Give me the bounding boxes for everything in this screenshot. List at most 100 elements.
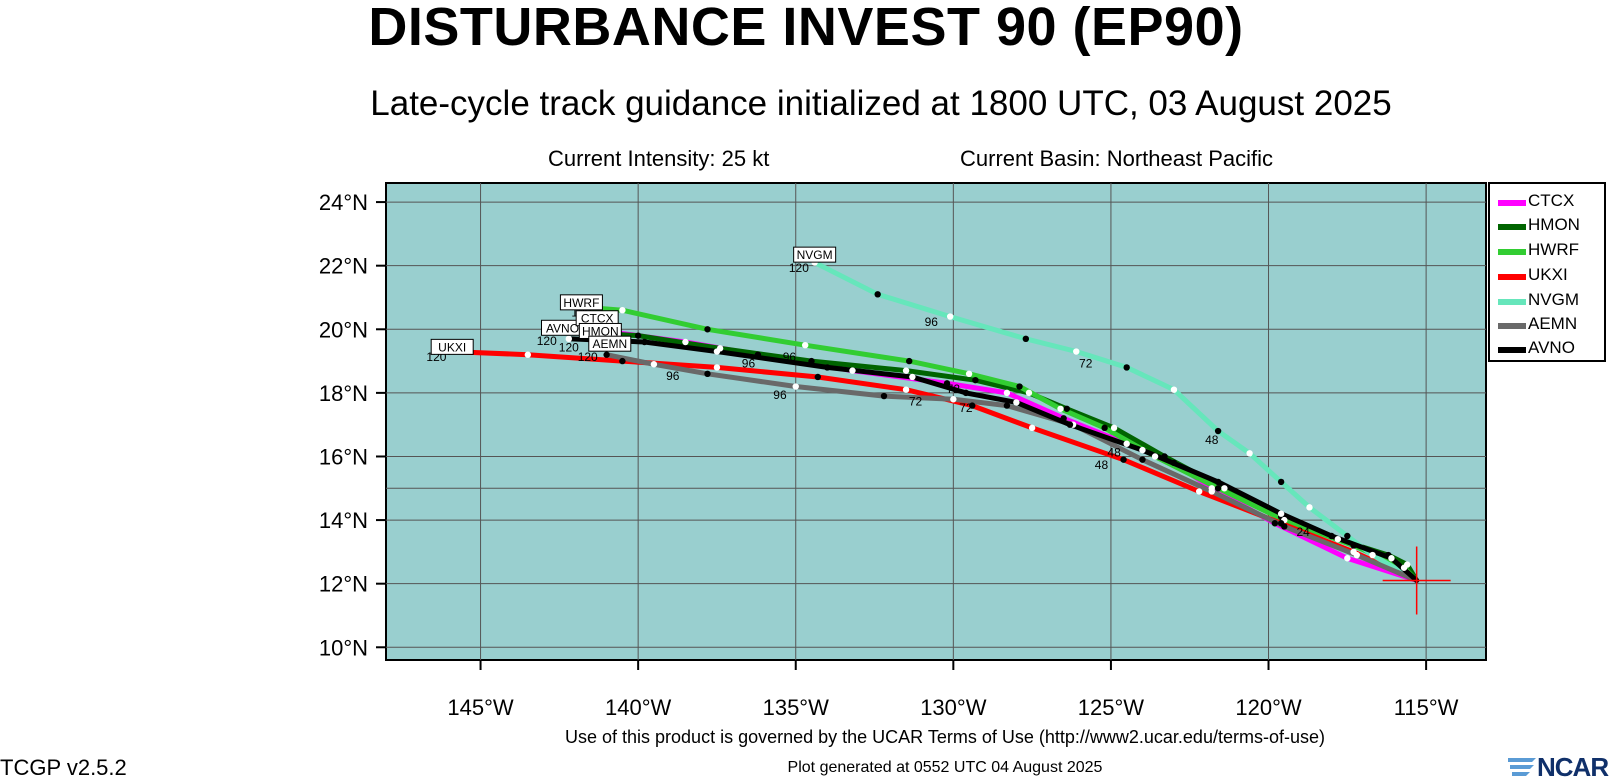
track-point-avno — [1277, 510, 1285, 517]
track-point-hwrf — [906, 357, 913, 365]
forecast-hour-label: 96 — [783, 350, 797, 364]
forecast-hour-label: 48 — [1107, 445, 1121, 459]
track-point-aemn — [650, 361, 658, 368]
track-point-nvgm — [1073, 348, 1080, 355]
generated-timestamp: Plot generated at 0552 UTC 04 August 202… — [787, 759, 1103, 776]
track-point-avno — [962, 389, 970, 397]
model-tag-box — [559, 294, 603, 311]
legend-item-avno: AVNO — [1498, 337, 1608, 359]
track-point-nvgm — [1369, 551, 1376, 559]
current-basin: Current Basin: Northeast Pacific — [960, 146, 1274, 171]
track-point-hwrf — [965, 370, 973, 377]
map-grid — [386, 183, 1486, 660]
model-tag-hmon: HMON — [578, 322, 622, 339]
track-avno — [566, 336, 1420, 583]
track-point-hmon — [902, 367, 910, 374]
axis-ticks: 24°N 22°N 20°N 18°N 16°N 14°N 12°N 10°N 145°W 140… — [319, 190, 1459, 720]
track-point-ctcx — [943, 380, 951, 387]
lat-tick-label: 10°N — [319, 635, 368, 660]
track-point-aemn — [1003, 402, 1011, 409]
ncar-logo — [1508, 758, 1536, 776]
model-tag-label: HWRF — [563, 296, 599, 310]
legend-label: HWRF — [1528, 240, 1579, 259]
lat-tick-label: 22°N — [319, 254, 368, 279]
track-point-ukxi — [524, 351, 532, 358]
track-point-avno — [1139, 446, 1146, 454]
forecast-hour-label: 72 — [959, 401, 973, 415]
track-point-avno — [909, 373, 916, 381]
forecast-hour-label: 72 — [909, 395, 923, 409]
legend-label: CTCX — [1528, 191, 1575, 210]
model-tag-ctcx: CTCX — [575, 310, 619, 327]
legend-label: UKXI — [1528, 265, 1568, 284]
version-label: TCGP v2.5.2 — [0, 755, 127, 780]
track-point-nvgm — [1277, 478, 1285, 486]
lat-tick-label: 18°N — [319, 381, 368, 406]
legend-item-aemn: AEMN — [1498, 313, 1608, 335]
model-tag-box — [588, 335, 632, 352]
terms-of-use-note: Use of this product is governed by the U… — [565, 727, 1325, 747]
track-point-nvgm — [874, 291, 881, 298]
page-title: DISTURBANCE INVEST 90 (EP90) — [368, 0, 1244, 57]
forecast-hour-label: 120 — [789, 261, 809, 275]
track-point-nvgm — [1306, 504, 1313, 511]
track-point-nvgm — [1214, 427, 1222, 435]
track-point-ukxi — [1120, 456, 1127, 463]
lat-tick-label: 14°N — [319, 508, 368, 533]
legend-swatch — [1498, 249, 1526, 255]
lat-tick-label: 20°N — [319, 317, 368, 342]
legend-swatch — [1498, 299, 1526, 305]
track-point-avno — [641, 338, 648, 346]
track-point-avno — [565, 335, 573, 343]
model-tag-hwrf: HWRF — [559, 294, 603, 311]
page-subtitle: Late-cycle track guidance initialized at… — [370, 84, 1392, 123]
track-point-hmon — [1025, 389, 1033, 397]
track-point-aemn — [1208, 488, 1215, 495]
track-point-ctcx — [1003, 389, 1011, 397]
track-point-aemn — [603, 351, 610, 358]
model-tag-aemn: AEMN — [588, 335, 632, 352]
track-point-ctcx — [1271, 520, 1279, 527]
track-point-ukxi — [619, 357, 626, 365]
forecast-hour-label: 120 — [537, 334, 557, 348]
lon-tick-label: 125°W — [1078, 695, 1145, 720]
track-point-nvgm — [1246, 450, 1253, 457]
track-point-ctcx — [1123, 440, 1130, 447]
track-point-hmon — [808, 357, 815, 365]
forecast-hour-label: 96 — [773, 388, 787, 402]
legend-item-hmon: HMON — [1498, 214, 1608, 236]
legend-label: AEMN — [1528, 314, 1578, 333]
track-point-ukxi — [1195, 488, 1203, 495]
lat-tick-label: 24°N — [319, 190, 368, 215]
track-point-aemn — [1281, 523, 1288, 530]
model-tag-nvgm: NVGM — [793, 246, 837, 263]
legend-item-nvgm: NVGM — [1498, 289, 1608, 311]
legend-label: NVGM — [1528, 290, 1579, 309]
forecast-hour-label: 96 — [742, 356, 756, 370]
track-point-hwrf — [1350, 542, 1357, 549]
track-point-nvgm — [1170, 386, 1178, 393]
model-tag-label: CTCX — [581, 312, 614, 326]
model-tag-box — [430, 338, 474, 355]
legend-item-hwrf: HWRF — [1498, 239, 1608, 261]
model-tag-label: AEMN — [592, 337, 627, 351]
track-point-hmon — [1334, 535, 1342, 543]
track-point-ctcx — [682, 338, 689, 346]
track-point-ctcx — [849, 367, 856, 374]
track-point-hwrf — [1016, 383, 1023, 390]
current-intensity: Current Intensity: 25 kt — [548, 146, 770, 171]
model-tag-label: NVGM — [797, 248, 833, 262]
track-point-ukxi — [1028, 424, 1036, 432]
track-point-hwrf — [1214, 485, 1222, 492]
track-point-ctcx — [1060, 415, 1067, 422]
legend-swatch — [1498, 323, 1526, 329]
model-tag-label: HMON — [582, 324, 619, 338]
forecast-hour-label: 96 — [925, 315, 939, 329]
lon-tick-label: 140°W — [605, 695, 672, 720]
lon-tick-label: 130°W — [920, 695, 987, 720]
forecast-hour-label: 120 — [578, 350, 598, 364]
forecast-hour-label: 96 — [666, 369, 680, 383]
forecast-hour-label: 120 — [559, 341, 579, 355]
